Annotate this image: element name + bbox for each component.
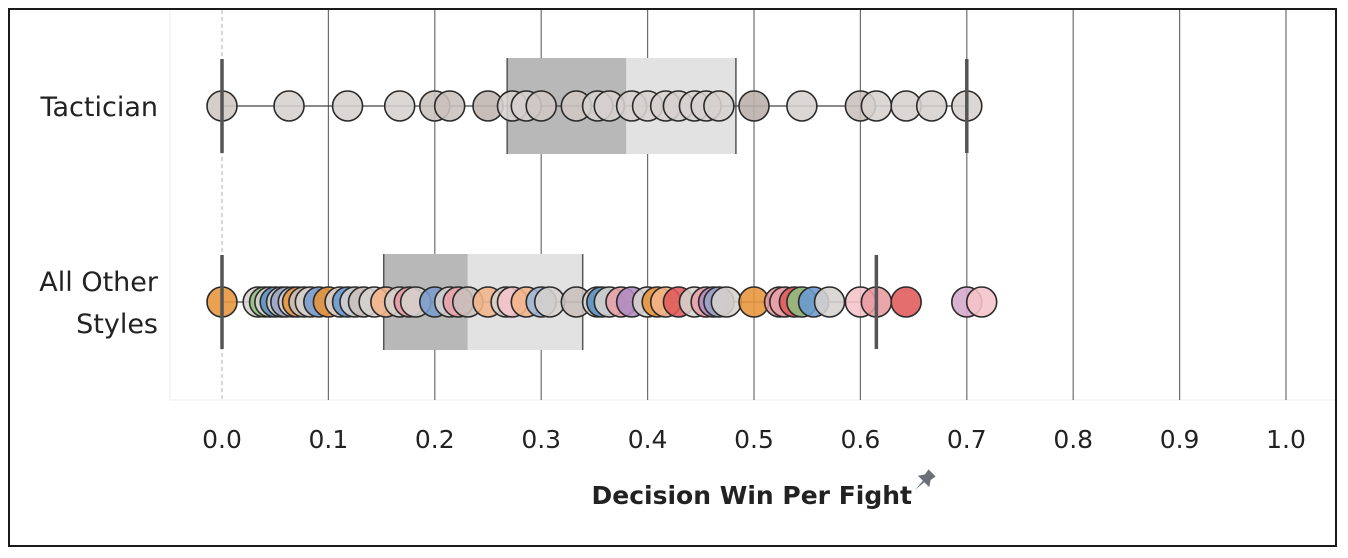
row-all-other-styles: All Other Styles xyxy=(39,254,998,350)
data-point xyxy=(273,90,305,122)
x-tick-label: 0.5 xyxy=(734,425,774,454)
x-tick-label: 0.9 xyxy=(1160,425,1200,454)
x-tick-label: 1.0 xyxy=(1266,425,1306,454)
x-axis-title[interactable]: Decision Win Per Fight xyxy=(592,481,913,510)
chart-frame: Tactician All Other Styles 0.0 0.1 0.2 0.3 0.4… xyxy=(8,8,1337,547)
data-point xyxy=(965,286,998,318)
data-point xyxy=(703,90,735,122)
data-point xyxy=(786,90,818,122)
data-point xyxy=(383,90,416,122)
data-point xyxy=(533,286,566,318)
data-point xyxy=(890,286,922,318)
row-label: All Other xyxy=(39,267,159,298)
data-point xyxy=(915,90,948,122)
x-tick-label: 0.4 xyxy=(628,425,668,454)
x-axis-title-group: Decision Win Per Fight xyxy=(592,467,937,510)
row-label: Tactician xyxy=(39,92,158,123)
x-tick-label: 0.0 xyxy=(202,425,242,454)
data-point xyxy=(710,286,743,318)
chart-svg: Tactician All Other Styles 0.0 0.1 0.2 0.3 0.4… xyxy=(39,10,1335,510)
x-tick-label: 0.7 xyxy=(947,425,987,454)
x-tick-label: 0.3 xyxy=(521,425,561,454)
row-tactician: Tactician xyxy=(39,58,983,154)
data-point xyxy=(525,90,558,122)
x-tick-label: 0.6 xyxy=(841,425,881,454)
data-point xyxy=(738,90,770,122)
x-tick-label: 0.1 xyxy=(309,425,349,454)
gridlines xyxy=(169,10,1335,401)
x-tick-label: 0.8 xyxy=(1053,425,1093,454)
x-tick-label: 0.2 xyxy=(415,425,455,454)
chart-rows: Tactician All Other Styles xyxy=(39,58,998,350)
x-axis-ticks: 0.0 0.1 0.2 0.3 0.4 0.5 0.6 0.7 0.8 0.9 1.0 xyxy=(202,425,1306,454)
data-point xyxy=(813,286,846,318)
data-point xyxy=(331,90,364,122)
pin-icon[interactable] xyxy=(909,467,937,495)
data-point xyxy=(860,90,893,122)
row-label: Styles xyxy=(76,309,158,340)
data-point xyxy=(433,90,466,122)
